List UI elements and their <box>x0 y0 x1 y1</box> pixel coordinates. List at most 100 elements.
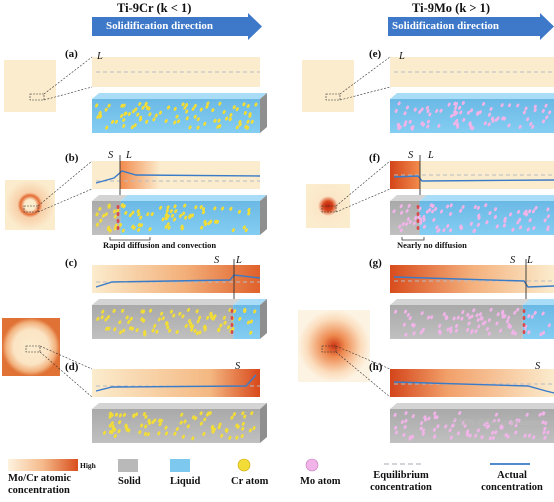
block-d-atom <box>140 423 144 428</box>
block-a-end <box>260 93 267 133</box>
block-h-atom <box>393 413 397 418</box>
solid-label-c: S <box>214 255 220 266</box>
block-d-atom <box>217 425 221 430</box>
block-e-atom <box>396 122 400 127</box>
block-c-atom <box>168 328 172 333</box>
block-f-atom <box>493 215 497 220</box>
block-f-atom <box>422 215 426 220</box>
block-c-atom <box>195 331 200 336</box>
block-g-face-1 <box>522 305 554 339</box>
legend-solid-label: Solid <box>118 476 141 487</box>
block-b-atom <box>95 212 99 217</box>
block-h-atom <box>419 426 423 431</box>
block-d-atom <box>143 431 147 436</box>
block-g-atom <box>527 314 531 319</box>
block-h-atom <box>453 418 457 423</box>
interface-atoms-g <box>522 323 526 327</box>
block-e-atom <box>455 118 459 123</box>
block-g-atom <box>456 315 460 320</box>
block-c-atom <box>121 308 125 313</box>
block-c-atom <box>249 319 253 324</box>
block-h-atom <box>514 430 518 435</box>
block-g-atom <box>454 328 459 333</box>
block-a-atom <box>185 109 189 114</box>
microstructure-thumb-d <box>2 318 60 376</box>
interface-atoms-g <box>522 316 526 320</box>
block-b-atom <box>148 227 152 232</box>
block-f-atom <box>419 221 423 226</box>
block-e-atom <box>533 108 537 113</box>
block-c-atom <box>217 328 221 333</box>
liquid-label-g: L <box>527 255 533 266</box>
block-e-atom <box>413 107 417 112</box>
profile-strip-c <box>92 265 260 293</box>
block-a-atom <box>175 114 179 119</box>
block-g-atom <box>489 307 493 312</box>
block-f-atom <box>546 214 550 219</box>
block-a-atom <box>122 123 126 128</box>
block-d-atom <box>203 417 207 422</box>
block-b-atom <box>237 209 241 214</box>
block-d-atom <box>248 428 252 433</box>
block-c-atom <box>118 330 123 335</box>
block-g-atom <box>482 321 486 326</box>
block-e-top-0 <box>390 93 554 99</box>
block-a-atom <box>185 116 189 121</box>
block-f-atom <box>412 221 416 226</box>
block-c-atom <box>140 309 144 314</box>
block-g-top-0 <box>390 299 530 305</box>
right-arrow-text: Solidification direction <box>392 20 500 32</box>
block-e-atom <box>403 123 407 128</box>
block-c-atom <box>151 328 155 333</box>
block-f-atom <box>516 220 520 225</box>
block-g-atom <box>466 327 470 332</box>
zoom-h-box <box>321 345 337 353</box>
block-f-atom <box>473 205 477 209</box>
block-d-atom <box>210 424 214 429</box>
block-e-atom <box>544 103 548 108</box>
interface-atoms-g <box>522 309 526 313</box>
block-f-atom <box>516 209 521 214</box>
block-c-atom <box>233 309 237 314</box>
block-d-atom <box>108 429 112 434</box>
block-e-atom <box>524 106 528 111</box>
block-a-atom <box>185 103 189 108</box>
block-g-atom <box>404 332 408 337</box>
block-g-atom <box>485 327 489 332</box>
block-h-atom <box>411 434 415 439</box>
zoom-f-box <box>321 205 337 213</box>
block-b-atom <box>194 205 198 210</box>
block-g-atom <box>474 329 478 334</box>
block-a-atom <box>193 103 197 108</box>
panel-label-h: (h) <box>369 361 383 373</box>
block-a-atom <box>145 119 149 124</box>
block-d-atom <box>224 427 228 432</box>
panel-label-e: (e) <box>369 48 382 60</box>
block-h-atom <box>541 420 545 425</box>
block-f-atom <box>495 224 499 229</box>
block-d-atom <box>175 427 179 432</box>
block-c-atom <box>203 327 207 332</box>
block-a-atom <box>181 102 185 107</box>
zoom-a-l1 <box>43 56 93 95</box>
block-g-atom <box>487 331 491 336</box>
block-b-atom <box>108 228 112 233</box>
block-f-atom <box>534 205 538 210</box>
block-g-atom <box>461 310 465 315</box>
block-e-atom <box>458 105 462 110</box>
block-c-atom <box>222 315 226 320</box>
block-c-atom <box>181 314 185 319</box>
block-g-atom <box>408 316 412 321</box>
interface-atoms-c <box>230 316 234 320</box>
block-b-atom <box>229 206 233 211</box>
block-f-atom <box>459 224 463 229</box>
block-a-atom <box>130 125 134 130</box>
block-g-atom <box>467 321 471 326</box>
block-a-top-0 <box>92 93 267 99</box>
block-f-atom <box>445 204 450 209</box>
block-b-atom <box>180 226 184 231</box>
block-e-atom <box>439 108 443 113</box>
block-f-atom <box>485 220 489 225</box>
block-e-atom <box>420 107 424 112</box>
block-f-atom <box>546 225 550 230</box>
